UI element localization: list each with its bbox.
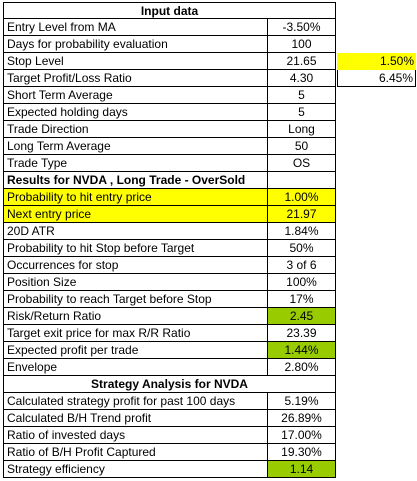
result-label[interactable]: Probability to hit entry price: [3, 189, 268, 206]
strategy-value[interactable]: 17.00%: [268, 427, 336, 444]
strategy-header[interactable]: Strategy Analysis for NVDA: [3, 376, 336, 393]
input-value[interactable]: -3.50%: [268, 19, 336, 36]
result-value[interactable]: 100%: [268, 274, 336, 291]
results-header[interactable]: Results for NVDA , Long Trade - OverSold: [3, 172, 268, 189]
result-label[interactable]: Expected profit per trade: [3, 342, 268, 359]
result-label[interactable]: 20D ATR: [3, 223, 268, 240]
input-label[interactable]: Entry Level from MA: [3, 19, 268, 36]
strategy-value[interactable]: 19.30%: [268, 444, 336, 461]
stop-level-percent-cell[interactable]: 1.50%: [337, 53, 416, 70]
input-value[interactable]: OS: [268, 155, 336, 172]
input-label[interactable]: Trade Type: [3, 155, 268, 172]
input-value[interactable]: 50: [268, 138, 336, 155]
input-value[interactable]: Long: [268, 121, 336, 138]
input-data-header[interactable]: Input data: [3, 2, 336, 19]
input-label[interactable]: Short Term Average: [3, 87, 268, 104]
input-value[interactable]: 5: [268, 87, 336, 104]
input-value[interactable]: 4.30: [268, 70, 336, 87]
input-label[interactable]: Trade Direction: [3, 121, 268, 138]
input-label[interactable]: Days for probability evaluation: [3, 36, 268, 53]
strategy-label[interactable]: Calculated strategy profit for past 100 …: [3, 393, 268, 410]
result-label[interactable]: Target exit price for max R/R Ratio: [3, 325, 268, 342]
result-value[interactable]: 21.97: [268, 206, 336, 223]
strategy-label[interactable]: Calculated B/H Trend profit: [3, 410, 268, 427]
strategy-label[interactable]: Strategy efficiency: [3, 461, 268, 478]
result-value[interactable]: 23.39: [268, 325, 336, 342]
result-value[interactable]: 17%: [268, 291, 336, 308]
strategy-label[interactable]: Ratio of B/H Profit Captured: [3, 444, 268, 461]
target-percent-cell[interactable]: 6.45%: [337, 70, 416, 87]
result-value[interactable]: 1.44%: [268, 342, 336, 359]
strategy-value[interactable]: 26.89%: [268, 410, 336, 427]
result-value[interactable]: 2.80%: [268, 359, 336, 376]
result-value[interactable]: 1.84%: [268, 223, 336, 240]
input-value[interactable]: 5: [268, 104, 336, 121]
result-label[interactable]: Probability to hit Stop before Target: [3, 240, 268, 257]
input-label[interactable]: Expected holding days: [3, 104, 268, 121]
input-label[interactable]: Target Profit/Loss Ratio: [3, 70, 268, 87]
result-label[interactable]: Position Size: [3, 274, 268, 291]
result-value[interactable]: 2.45: [268, 308, 336, 325]
result-label[interactable]: Probability to reach Target before Stop: [3, 291, 268, 308]
input-value[interactable]: 21.65: [268, 53, 336, 70]
input-value[interactable]: 100: [268, 36, 336, 53]
strategy-value[interactable]: 5.19%: [268, 393, 336, 410]
result-label[interactable]: Next entry price: [3, 206, 268, 223]
result-value[interactable]: 50%: [268, 240, 336, 257]
results-header-value-cell[interactable]: [268, 172, 336, 189]
result-value[interactable]: 1.00%: [268, 189, 336, 206]
result-label[interactable]: Occurrences for stop: [3, 257, 268, 274]
input-label[interactable]: Long Term Average: [3, 138, 268, 155]
result-label[interactable]: Envelope: [3, 359, 268, 376]
result-label[interactable]: Risk/Return Ratio: [3, 308, 268, 325]
result-value[interactable]: 3 of 6: [268, 257, 336, 274]
input-label[interactable]: Stop Level: [3, 53, 268, 70]
strategy-value[interactable]: 1.14: [268, 461, 336, 478]
strategy-label[interactable]: Ratio of invested days: [3, 427, 268, 444]
